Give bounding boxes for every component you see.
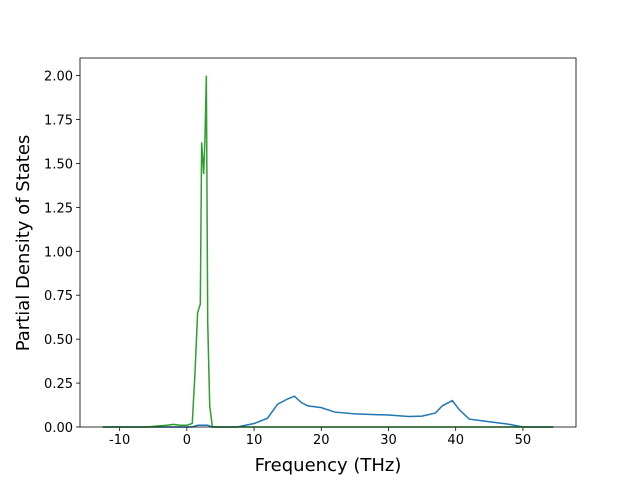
series-line <box>102 395 554 428</box>
y-tick-label: 1.75 <box>44 114 73 129</box>
x-tick-label: 50 <box>515 433 532 448</box>
x-tick-label: 20 <box>313 433 330 448</box>
x-tick-label: 0 <box>183 433 191 448</box>
y-tick-label: 1.50 <box>44 157 73 172</box>
x-tick-label: 30 <box>380 433 397 448</box>
y-tick-label: 0.25 <box>44 377 73 392</box>
y-tick-label: 2.00 <box>44 70 73 85</box>
y-tick-label: 0.00 <box>44 421 73 436</box>
x-tick-label: 10 <box>246 433 263 448</box>
plot-frame <box>79 57 577 428</box>
x-tick-label: 40 <box>447 433 464 448</box>
series-line <box>102 75 554 428</box>
y-axis-label: Partial Density of States <box>13 135 34 352</box>
x-tick-label: -10 <box>109 433 130 448</box>
y-tick-label: 1.00 <box>44 245 73 260</box>
x-axis-label: Frequency (THz) <box>255 455 402 476</box>
y-tick-label: 0.75 <box>44 289 73 304</box>
y-tick-label: 0.50 <box>44 333 73 348</box>
y-tick-label: 1.25 <box>44 201 73 216</box>
